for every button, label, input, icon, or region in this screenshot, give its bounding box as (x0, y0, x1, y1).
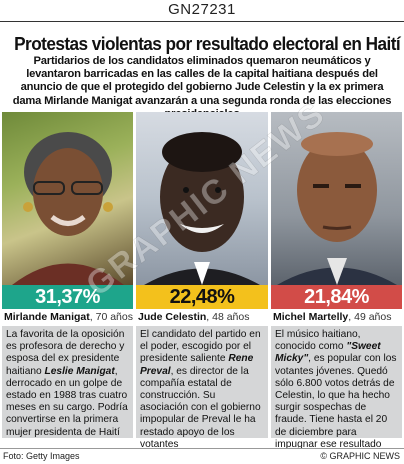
intro-text: Partidarios de los candidatos eliminados… (12, 55, 392, 120)
candidate-name-line: Jude Celestin, 48 años (136, 309, 268, 326)
portrait-illustration (12, 132, 124, 285)
candidate-description: La favorita de la oposición es profesora… (2, 326, 133, 438)
candidate-photo (2, 112, 133, 285)
brand-credit: © GRAPHIC NEWS (320, 451, 400, 461)
candidate-name-line: Michel Martelly, 49 años (271, 309, 402, 326)
candidate-age: , 70 años (89, 311, 133, 323)
portrait-illustration (277, 132, 397, 285)
candidate-photo (271, 112, 402, 285)
candidate-name: Jude Celestin (138, 311, 207, 323)
candidate-card-martelly: 21,84% Michel Martelly, 49 años El músic… (271, 112, 402, 450)
candidate-name: Michel Martelly (273, 311, 349, 323)
candidate-name-line: Mirlande Manigat, 70 años (2, 309, 133, 326)
vote-percentage: 21,84% (271, 285, 402, 309)
candidate-age: , 48 años (206, 311, 250, 323)
vote-percentage: 22,48% (136, 285, 268, 309)
candidate-name: Mirlande Manigat (4, 311, 90, 323)
graphic-code: GN27231 (168, 1, 236, 18)
candidate-age: , 49 años (348, 311, 392, 323)
vote-percentage: 31,37% (2, 285, 133, 309)
top-rule (0, 21, 404, 22)
photo-credit: Foto: Getty Images (3, 451, 80, 461)
headline: Protestas violentas por resultado electo… (14, 33, 401, 54)
portrait-illustration (144, 132, 260, 285)
candidate-photo (136, 112, 268, 285)
candidate-description: El candidato del partido en el poder, es… (136, 326, 268, 450)
bottom-rule (0, 448, 404, 449)
candidate-card-manigat: 31,37% Mirlande Manigat, 70 años La favo… (2, 112, 133, 438)
candidate-card-celestin: 22,48% Jude Celestin, 48 años El candida… (136, 112, 268, 450)
candidate-description: El músico haitiano, conocido como "Sweet… (271, 326, 402, 450)
